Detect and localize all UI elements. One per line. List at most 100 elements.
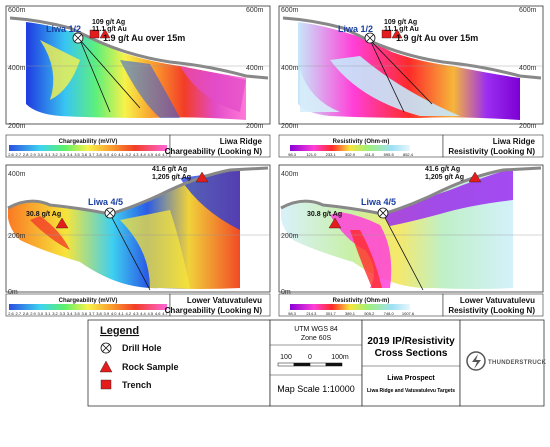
- drill-hole-label: Liwa 4/5: [88, 197, 123, 207]
- colorbar-tick-label: 2.7: [16, 311, 22, 316]
- colorbar-resistivity-top: Resistivity (Ohm-m) 98.3 121.0 233.1 302.9 4…: [278, 134, 444, 158]
- drill-hole-icon: [377, 207, 389, 219]
- colorbar-tick-label: 3.2: [52, 311, 58, 316]
- annotation-assay: 30.8 g/t Ag: [26, 211, 61, 218]
- colorbar-resistivity-bottom: Resistivity (Ohm-m) 98.3 214.3 301.7 389.1 5…: [278, 293, 444, 317]
- colorbar-ramp: [290, 304, 410, 310]
- trench-icon: [381, 29, 392, 39]
- scale-tick-label: 100m: [331, 354, 349, 361]
- colorbar-title: Chargeability (mV/V): [59, 139, 118, 145]
- colorbar-tick-label: 3.3: [60, 311, 66, 316]
- prospect-label: Liwa Prospect: [387, 375, 435, 382]
- title-box: 2019 IP/Resistivity Cross Sections Liwa …: [361, 319, 461, 407]
- panel-title-method: Resistivity (Looking N): [448, 147, 535, 156]
- colorbar-tick-label: 233.1: [326, 152, 337, 157]
- colorbar-tick-label: 3.8: [96, 311, 102, 316]
- rock-sample-icon: [99, 28, 111, 39]
- legend-title: Legend: [100, 325, 139, 337]
- colorbar-tick-label: 3.3: [60, 152, 66, 157]
- colorbar-tick-label: 3.1: [45, 311, 51, 316]
- company-logo: THUNDERSTRUCK: [466, 351, 547, 371]
- colorbar-tick-label: 2.6: [8, 152, 14, 157]
- colorbar-ramp: [290, 145, 410, 151]
- scale-box: UTM WGS 84 Zone 60S 100 0 100m Map Scale…: [269, 319, 363, 407]
- anomaly-shape: [180, 66, 246, 112]
- colorbar-tick-label: 852.4: [403, 152, 414, 157]
- anomaly-shape: [30, 216, 70, 250]
- anomaly-shape: [120, 210, 190, 288]
- anomaly-shape: [300, 70, 340, 112]
- colorbar-tick-label: 98.3: [288, 152, 297, 157]
- trench-icon: [89, 29, 100, 39]
- colorbar-tick-label: 98.3: [288, 311, 297, 316]
- panel-title-box: Liwa Ridge Chargeability (Looking N): [165, 134, 271, 158]
- colorbar-title: Chargeability (mV/V): [59, 298, 118, 304]
- colorbar-tick-label: 3.5: [74, 311, 80, 316]
- panel-liwa-ridge-chargeability: 600m 600m 400m 400m 200m 200m Liwa 1/2 1…: [5, 5, 271, 130]
- map-title-line1: 2019 IP/Resistivity: [367, 336, 455, 347]
- zone-label: Zone 60S: [301, 335, 332, 342]
- elevation-label-mid-right: 400m: [246, 65, 264, 72]
- legend-item-trench: Trench: [122, 380, 152, 390]
- colorbar-tick-label: 4.3: [133, 152, 139, 157]
- elevation-label-bottom-right: 200m: [519, 123, 537, 130]
- projection-label: UTM WGS 84: [294, 326, 338, 333]
- elevation-label-mid-right: 400m: [519, 65, 537, 72]
- colorbar-tick-label: 3.2: [52, 152, 58, 157]
- anomaly-shape: [383, 168, 513, 226]
- colorbar-tick-label: 121.0: [306, 152, 317, 157]
- targets-label: Liwa Ridge and Vatuvatulevu Targets: [367, 388, 455, 394]
- rock-sample-icon: [55, 217, 69, 229]
- logo-text: THUNDERSTRUCK: [488, 360, 547, 366]
- colorbar-tick-label: 3.4: [67, 152, 73, 157]
- colorbar-ticks: 2.6 2.7 2.8 2.9 3.0 3.1 3.2 3.3 3.4 3.5 3.6 3.7 3.8 3…: [8, 311, 168, 316]
- colorbar-tick-label: 4.2: [126, 152, 132, 157]
- anomaly-shape: [40, 40, 80, 100]
- elevation-label-top-right: 600m: [519, 7, 537, 14]
- annotation-assay: 1,205 g/t Ag: [152, 174, 191, 181]
- annotation-assay: 41.6 g/t Ag: [425, 166, 460, 173]
- colorbar-tick-label: 4.1: [118, 311, 124, 316]
- panel-title-method: Chargeability (Looking N): [165, 306, 263, 315]
- elevation-label-mid: 400m: [281, 65, 299, 72]
- elevation-label-bottom: 0m: [281, 289, 291, 296]
- colorbar-ticks: 98.3 214.3 301.7 389.1 505.2 748.0 1007.6: [288, 311, 415, 316]
- elevation-label-mid: 200m: [8, 233, 26, 240]
- colorbar-tick-label: 595.5: [384, 152, 395, 157]
- elevation-label-bottom: 200m: [281, 123, 299, 130]
- colorbar-tick-label: 748.0: [384, 311, 395, 316]
- legend-item-drill-hole: Drill Hole: [122, 343, 162, 353]
- elevation-label-top-right: 600m: [246, 7, 264, 14]
- colorbar-tick-label: 2.9: [30, 311, 36, 316]
- annotation-assay: 109 g/t Ag: [384, 19, 417, 26]
- colorbar-chargeability-bottom: Chargeability (mV/V) 2.6 2.7 2.8 2.9 3.0 3.1 3…: [5, 293, 171, 317]
- colorbar-tick-label: 4.5: [148, 152, 154, 157]
- panel-title-method: Chargeability (Looking N): [165, 147, 263, 156]
- elevation-label-top: 400m: [281, 171, 299, 178]
- colorbar-tick-label: 4.4: [140, 311, 146, 316]
- colorbar-tick-label: 301.7: [326, 311, 337, 316]
- colorbar-tick-label: 4.1: [118, 152, 124, 157]
- rock-sample-icon: [328, 217, 342, 229]
- colorbar-tick-label: 3.6: [82, 152, 88, 157]
- annotation-intercept: 1.9 g/t Au over 15m: [396, 33, 478, 43]
- panel-liwa-ridge-resistivity: 600m 600m 400m 400m 200m 200m Liwa 1/2 1…: [278, 5, 544, 130]
- colorbar-ramp: [9, 145, 167, 151]
- topography-line: [9, 16, 269, 80]
- colorbar-ticks: 98.3 121.0 233.1 302.9 411.0 595.5 852.4: [288, 152, 414, 157]
- annotation-assay: 41.6 g/t Ag: [152, 166, 187, 173]
- elevation-label-top: 600m: [8, 7, 26, 14]
- colorbar-tick-label: 214.3: [306, 311, 317, 316]
- scale-bar: [277, 362, 343, 367]
- panel-title-box: Lower Vatuvatulevu Chargeability (Lookin…: [165, 293, 271, 317]
- colorbar-tick-label: 1007.6: [402, 311, 415, 316]
- colorbar-tick-label: 2.8: [23, 152, 29, 157]
- colorbar-tick-label: 4.7: [162, 311, 168, 316]
- panel-vatuvatulevu-chargeability: 400m 200m 0m Liwa 4/5 41.6 g/t Ag 1,205 …: [5, 164, 271, 296]
- rock-sample-icon: [195, 171, 209, 183]
- rock-sample-icon: [391, 28, 403, 39]
- colorbar-ramp: [9, 304, 167, 310]
- scale-tick-label: 0: [308, 354, 312, 361]
- panel-title-box: Liwa Ridge Resistivity (Looking N): [442, 134, 544, 158]
